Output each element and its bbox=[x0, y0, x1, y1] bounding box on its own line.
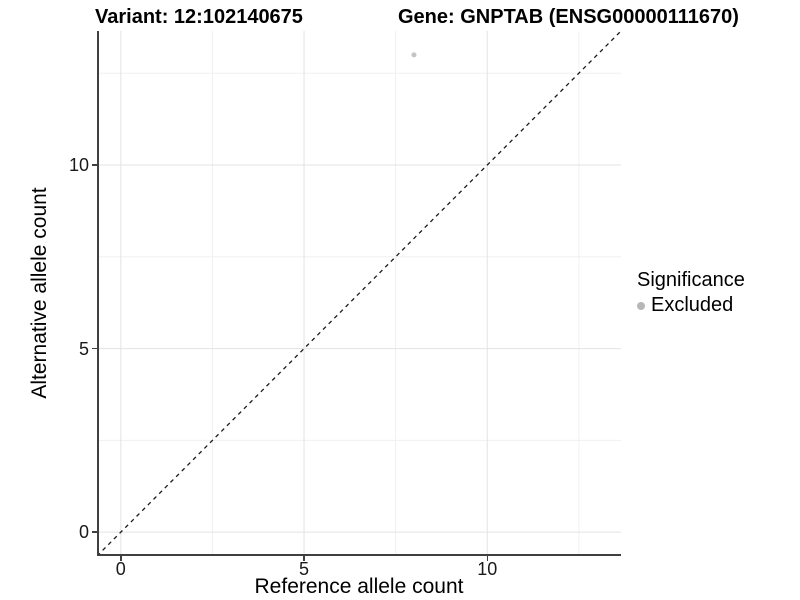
legend-item-label: Excluded bbox=[651, 294, 734, 316]
y-tick-mark bbox=[92, 347, 97, 350]
legend-title: Significance bbox=[637, 269, 745, 291]
plot-canvas bbox=[96, 30, 622, 557]
y-tick-label: 0 bbox=[78, 522, 89, 543]
x-tick-mark bbox=[303, 556, 305, 561]
y-tick-label: 5 bbox=[78, 338, 89, 359]
x-tick-label: 0 bbox=[115, 559, 126, 579]
y-axis-title: Alternative allele count bbox=[28, 187, 51, 399]
data-point bbox=[411, 52, 417, 58]
x-axis-title: Reference allele count bbox=[254, 575, 464, 598]
plot-panel bbox=[96, 30, 622, 557]
x-tick-label: 10 bbox=[477, 559, 498, 579]
legend-item-excluded: Excluded bbox=[637, 294, 745, 317]
legend-key-dot bbox=[637, 301, 645, 310]
identity-reference-line bbox=[96, 30, 622, 557]
y-tick-mark bbox=[92, 164, 97, 166]
plot-title-variant: Variant: 12:102140675 bbox=[95, 6, 303, 28]
x-tick-label: 5 bbox=[299, 559, 310, 579]
legend: Significance Excluded bbox=[637, 269, 745, 317]
x-tick-mark bbox=[120, 556, 122, 561]
x-tick-mark bbox=[486, 556, 488, 561]
y-tick-mark bbox=[92, 531, 97, 533]
y-tick-label: 10 bbox=[68, 155, 89, 175]
plot-title-gene: Gene: GNPTAB (ENSG00000111670) bbox=[398, 6, 739, 28]
